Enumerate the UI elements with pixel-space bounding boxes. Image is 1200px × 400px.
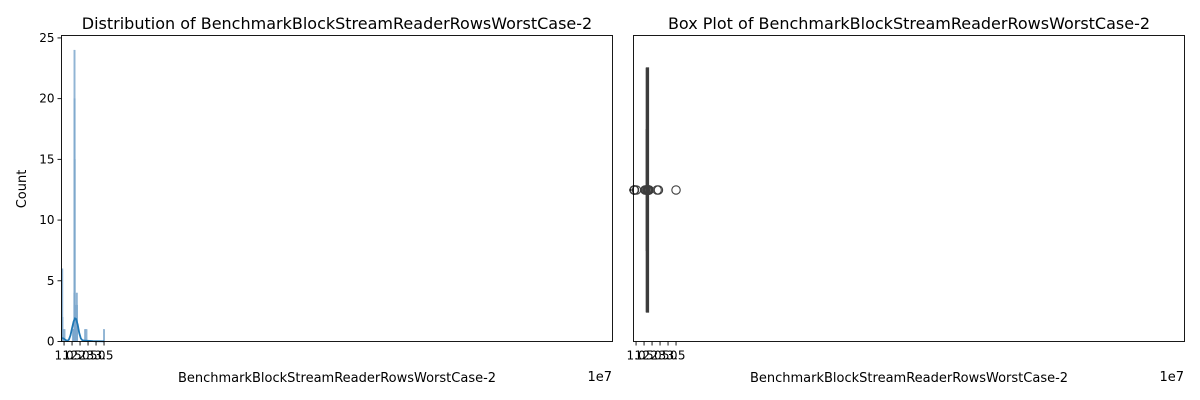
box-plot-body bbox=[645, 67, 650, 313]
histogram-x-tick-label: 1.0 bbox=[55, 349, 74, 363]
histogram-y-axis-label: Count bbox=[15, 170, 30, 209]
box-plot-chart: Box Plot of BenchmarkBlockStreamReaderRo… bbox=[627, 14, 1185, 386]
histogram-bar bbox=[103, 329, 105, 342]
box-plot-flier bbox=[653, 185, 664, 195]
histogram-y-ticks: 0 5 10 15 20 25 bbox=[39, 31, 62, 349]
box-plot-fliers bbox=[629, 185, 681, 195]
histogram-chart: Distribution of BenchmarkBlockStreamRead… bbox=[15, 14, 613, 386]
histogram-y-tick-label: 20 bbox=[39, 92, 54, 106]
box-plot-x-ticks: 1.01.52.02.53.03.5 bbox=[627, 341, 686, 363]
box-plot-x-axis-label: BenchmarkBlockStreamReaderRowsWorstCase-… bbox=[750, 371, 1068, 386]
histogram-y-tick-label: 25 bbox=[39, 31, 54, 45]
box-plot-x-tick-label: 2.0 bbox=[643, 349, 662, 363]
histogram-x-axis-label: BenchmarkBlockStreamReaderRowsWorstCase-… bbox=[178, 371, 496, 386]
box-plot-title: Box Plot of BenchmarkBlockStreamReaderRo… bbox=[668, 14, 1150, 33]
histogram-y-tick-label: 15 bbox=[39, 152, 54, 166]
box-plot-x-tick-label: 3.5 bbox=[666, 349, 685, 363]
histogram-y-tick-label: 10 bbox=[39, 213, 54, 227]
histogram-kde-line bbox=[61, 317, 105, 343]
box-plot-x-tick-label: 1.5 bbox=[635, 349, 654, 363]
histogram-x-ticks: 1.01.52.02.53.03.5 bbox=[55, 341, 114, 363]
histogram-x-tick-label: 1.5 bbox=[63, 349, 82, 363]
box-plot-flier bbox=[671, 185, 681, 195]
box-plot-x-tick-label: 1.0 bbox=[627, 349, 646, 363]
histogram-y-tick-label: 5 bbox=[47, 274, 55, 288]
box-plot-x-tick-label: 3.0 bbox=[658, 349, 677, 363]
histogram-bar bbox=[85, 329, 88, 342]
histogram-bar bbox=[76, 329, 79, 342]
box-plot-x-offset-label: 1e7 bbox=[1159, 370, 1184, 385]
histogram-x-tick-label: 3.5 bbox=[94, 349, 113, 363]
histogram-x-tick-label: 2.0 bbox=[71, 349, 90, 363]
histogram-plot-frame bbox=[61, 35, 613, 342]
histogram-y-tick-label: 0 bbox=[47, 335, 55, 349]
histogram-x-tick-label: 2.5 bbox=[78, 349, 97, 363]
histogram-x-tick-label: 3.0 bbox=[86, 349, 105, 363]
histogram-title: Distribution of BenchmarkBlockStreamRead… bbox=[82, 14, 592, 33]
box-plot-plot-frame bbox=[633, 35, 1185, 342]
histogram-bars bbox=[61, 49, 105, 342]
histogram-x-offset-label: 1e7 bbox=[587, 370, 612, 385]
box-plot-x-tick-label: 2.5 bbox=[650, 349, 669, 363]
histogram-bar bbox=[61, 329, 64, 342]
